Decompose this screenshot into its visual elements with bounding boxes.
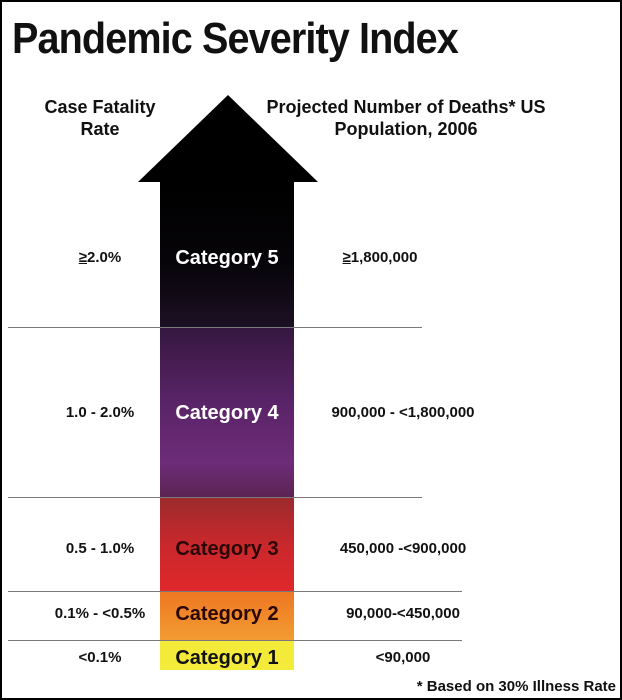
deaths-category-4: 900,000 - <1,800,000 (331, 404, 475, 421)
footnote: * Based on 30% Illness Rate (416, 678, 616, 695)
deaths-category-3: 450,000 -<900,000 (339, 540, 467, 557)
case-fatality-rate-header: Case Fatality Rate (44, 97, 156, 139)
row-divider (8, 640, 462, 641)
category-4-band (160, 327, 294, 497)
category-3-band (160, 497, 294, 591)
projected-deaths-header: Projected Number of Deaths* US Populatio… (266, 97, 546, 139)
deaths-category-2: 90,000-<450,000 (346, 605, 460, 622)
category-5-label: Category 5 (175, 247, 279, 269)
category-1-label: Category 1 (175, 647, 279, 669)
deaths-category-1: <90,000 (375, 649, 431, 666)
deaths-category-5: ≥1,800,000 (342, 249, 418, 266)
cfr-category-2: 0.1% - <0.5% (54, 605, 146, 622)
row-divider (8, 327, 422, 328)
category-2-label: Category 2 (175, 603, 279, 625)
row-divider (8, 497, 422, 498)
cfr-category-1: <0.1% (78, 649, 122, 666)
category-5-band (160, 180, 294, 327)
cfr-category-4: 1.0 - 2.0% (65, 404, 135, 421)
arrow-head (138, 95, 318, 182)
page-title: Pandemic Severity Index (12, 14, 459, 63)
cfr-category-5: ≥2.0% (78, 249, 122, 266)
cfr-category-3: 0.5 - 1.0% (65, 540, 135, 557)
row-divider (8, 591, 462, 592)
category-4-label: Category 4 (175, 402, 279, 424)
category-3-label: Category 3 (175, 538, 279, 560)
category-1-band (160, 640, 294, 670)
category-2-band (160, 591, 294, 640)
